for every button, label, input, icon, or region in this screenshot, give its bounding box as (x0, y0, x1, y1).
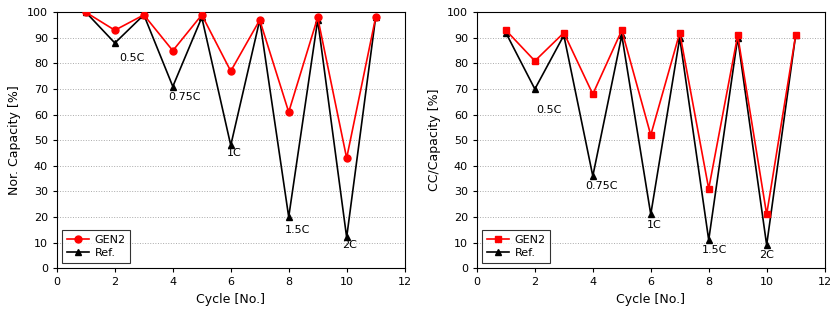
GEN2 (732, 34, 743, 37)
Ref. (501, 31, 511, 35)
Ref. (704, 238, 714, 242)
GEN2 (370, 16, 381, 19)
GEN2 (617, 28, 627, 32)
Ref. (284, 215, 294, 219)
Text: 2C: 2C (759, 250, 774, 260)
GEN2 (168, 49, 178, 52)
Line: GEN2: GEN2 (502, 27, 799, 218)
Legend: GEN2, Ref.: GEN2, Ref. (62, 230, 130, 263)
GEN2 (559, 31, 569, 35)
GEN2 (762, 213, 772, 216)
Line: GEN2: GEN2 (82, 9, 379, 162)
Ref. (790, 34, 801, 37)
GEN2 (226, 69, 236, 73)
Legend: GEN2, Ref.: GEN2, Ref. (482, 230, 550, 263)
GEN2 (501, 28, 511, 32)
Ref. (675, 36, 685, 40)
Ref. (559, 34, 569, 37)
Ref. (588, 174, 598, 178)
Ref. (110, 41, 120, 45)
Ref. (762, 243, 772, 247)
X-axis label: Cycle [No.]: Cycle [No.] (617, 293, 685, 306)
GEN2 (704, 187, 714, 191)
Text: 0.5C: 0.5C (119, 53, 144, 63)
GEN2 (284, 110, 294, 114)
Y-axis label: Nor. Capacity [%]: Nor. Capacity [%] (8, 85, 21, 195)
GEN2 (255, 18, 265, 22)
Ref. (197, 16, 207, 19)
GEN2 (110, 28, 120, 32)
GEN2 (81, 10, 91, 14)
Ref. (617, 34, 627, 37)
GEN2 (790, 34, 801, 37)
Text: 1.5C: 1.5C (701, 245, 727, 255)
Text: 0.75C: 0.75C (585, 181, 618, 191)
GEN2 (646, 133, 656, 137)
Ref. (312, 18, 323, 22)
GEN2 (675, 31, 685, 35)
Text: 2C: 2C (343, 240, 357, 250)
Ref. (732, 36, 743, 40)
Line: Ref.: Ref. (82, 9, 379, 241)
Ref. (139, 13, 149, 17)
Ref. (370, 16, 381, 19)
Text: 0.75C: 0.75C (169, 92, 201, 102)
Ref. (342, 236, 352, 239)
GEN2 (139, 13, 149, 17)
Y-axis label: CC/Capacity [%]: CC/Capacity [%] (428, 89, 441, 192)
Ref. (81, 10, 91, 14)
Ref. (226, 143, 236, 147)
Text: 1C: 1C (647, 220, 661, 230)
GEN2 (312, 16, 323, 19)
Ref. (255, 18, 265, 22)
GEN2 (530, 59, 540, 63)
Text: 0.5C: 0.5C (536, 105, 562, 115)
X-axis label: Cycle [No.]: Cycle [No.] (197, 293, 265, 306)
Text: 1C: 1C (227, 148, 241, 158)
Line: Ref.: Ref. (502, 29, 799, 249)
GEN2 (588, 92, 598, 96)
Text: 1.5C: 1.5C (285, 225, 310, 235)
GEN2 (342, 156, 352, 160)
GEN2 (197, 13, 207, 17)
Ref. (646, 213, 656, 216)
Ref. (530, 87, 540, 91)
Ref. (168, 84, 178, 88)
